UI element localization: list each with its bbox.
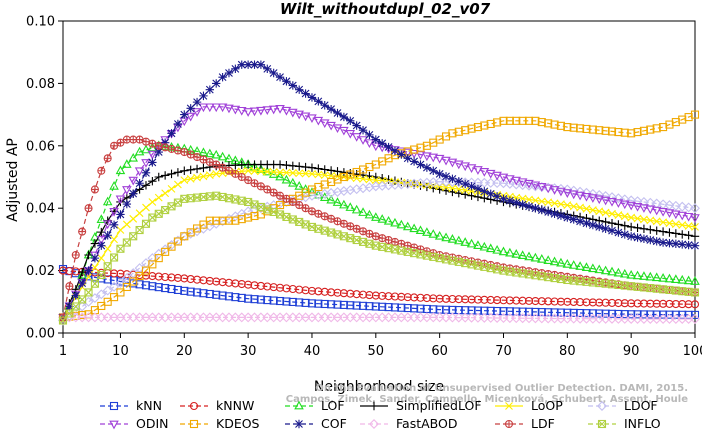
series-markers-inflo bbox=[58, 191, 700, 325]
series-line-fastabod bbox=[63, 316, 695, 320]
series-inflo bbox=[58, 191, 700, 325]
series-loop bbox=[59, 166, 699, 322]
legend-entry-odin: ODIN bbox=[100, 416, 169, 431]
x-axis-label: Neighborhood size bbox=[314, 379, 444, 395]
legend-label: LoOP bbox=[531, 398, 563, 413]
legend-label: COF bbox=[321, 416, 347, 431]
plot-frame bbox=[62, 20, 696, 334]
credit-line-reference: On the Evaluation of Unsupervised Outlie… bbox=[315, 383, 688, 394]
series-kdeos bbox=[58, 110, 700, 322]
legend-label: INFLO bbox=[624, 416, 661, 431]
y-axis-label: Adjusted AP bbox=[5, 138, 21, 222]
series-cof bbox=[58, 60, 700, 322]
legend-label: ODIN bbox=[136, 416, 169, 431]
series-markers-cof bbox=[58, 60, 700, 322]
legend-entry-simplifiedlof: SimplifiedLOF bbox=[360, 398, 482, 413]
series-markers-knnw bbox=[58, 266, 700, 309]
series-markers-kdeos bbox=[58, 110, 700, 322]
x-tick-label: 80 bbox=[559, 344, 576, 359]
plot-border bbox=[62, 20, 696, 334]
x-tick-label: 20 bbox=[176, 344, 193, 359]
legend-entry-ldf: LDF bbox=[495, 416, 555, 431]
legend-entry-ldof: LDOF bbox=[588, 398, 658, 413]
series-fastabod bbox=[58, 312, 700, 324]
series-line-loop bbox=[62, 170, 696, 318]
x-tick-label: 90 bbox=[623, 344, 640, 359]
x-tick-label: 50 bbox=[368, 344, 385, 359]
y-tick-label: 0.08 bbox=[26, 77, 55, 92]
x-tick-label: 100 bbox=[683, 344, 702, 359]
legend-label: LOF bbox=[321, 398, 345, 413]
x-tick-label: 10 bbox=[112, 344, 129, 359]
legend-label: SimplifiedLOF bbox=[396, 398, 482, 413]
y-tick-label: 0.06 bbox=[26, 139, 55, 154]
legend-label: kNN bbox=[136, 398, 162, 413]
legend-entry-knn: kNN bbox=[100, 398, 162, 413]
series-layer bbox=[58, 60, 700, 326]
x-tick-label: 30 bbox=[240, 344, 257, 359]
legend-label: kNNW bbox=[216, 398, 254, 413]
series-line-cof bbox=[62, 64, 696, 318]
series-markers-fastabod bbox=[58, 312, 700, 324]
y-tick-label: 0.02 bbox=[26, 264, 55, 279]
legend-entry-kdeos: KDEOS bbox=[180, 416, 260, 431]
legend-label: KDEOS bbox=[216, 416, 260, 431]
x-tick-label: 1 bbox=[59, 344, 67, 359]
legend-label: FastABOD bbox=[396, 416, 458, 431]
legend-label: LDF bbox=[531, 416, 555, 431]
legend-entry-cof: COF bbox=[285, 416, 347, 431]
y-tick-label: 0.04 bbox=[26, 202, 55, 217]
x-axis: 1 10 20 30 40 50 60 70 80 90 100 bbox=[59, 333, 702, 359]
x-tick-label: 70 bbox=[495, 344, 512, 359]
x-tick-label: 60 bbox=[431, 344, 448, 359]
legend: kNN kNNW LOF SimplifiedLOF LoOP LDOF ODIN KDEOS… bbox=[100, 398, 661, 431]
chart-title: Wilt_withoutdupl_02_v07 bbox=[280, 0, 491, 18]
series-knnw bbox=[58, 266, 700, 309]
y-axis: 0.00 0.02 0.04 0.06 0.08 0.10 bbox=[26, 15, 63, 342]
y-tick-label: 0.00 bbox=[26, 327, 55, 342]
x-tick-label: 40 bbox=[304, 344, 321, 359]
legend-label: LDOF bbox=[624, 398, 658, 413]
series-line-lof bbox=[62, 145, 696, 318]
series-markers-knn bbox=[58, 264, 700, 319]
legend-entry-lof: LOF bbox=[285, 398, 345, 413]
y-tick-label: 0.10 bbox=[26, 15, 55, 30]
legend-entry-loop: LoOP bbox=[495, 398, 563, 413]
series-knn bbox=[58, 264, 700, 319]
credit-line-authors: Campos, Zimek, Sander, Campello, Micenko… bbox=[286, 393, 688, 405]
legend-entry-fastabod: FastABOD bbox=[360, 416, 458, 431]
legend-entry-knnw: kNNW bbox=[180, 398, 254, 413]
legend-entry-inflo: INFLO bbox=[588, 416, 661, 431]
series-markers-loop bbox=[59, 166, 699, 322]
